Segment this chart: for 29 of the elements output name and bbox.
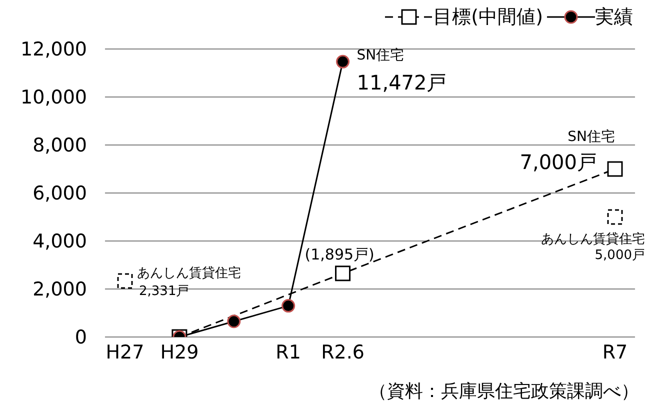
- y-tick-label: 0: [74, 326, 87, 349]
- y-tick-label: 2,000: [32, 278, 87, 301]
- annotation: 7,000戸: [520, 150, 597, 174]
- x-tick-label: H27: [106, 341, 144, 364]
- annotation: SN住宅: [568, 129, 615, 145]
- point: [607, 161, 623, 177]
- annotation: 11,472戸: [356, 70, 447, 95]
- y-tick-label: 8,000: [32, 134, 87, 157]
- y-tick-label: 10,000: [20, 86, 87, 109]
- y-tick-label: 12,000: [20, 38, 87, 61]
- legend-label: 実績: [595, 5, 633, 30]
- text: （資料：兵庫県住宅政策課調べ）: [369, 380, 639, 403]
- y-tick-label: 6,000: [32, 182, 87, 205]
- annotation: あんしん賃貸住宅: [137, 265, 241, 282]
- x-tick-label: H29: [160, 341, 199, 364]
- legend-label: 目標(中間値): [433, 5, 543, 30]
- point: [335, 266, 351, 282]
- point: [227, 314, 241, 328]
- point: [336, 54, 350, 68]
- x-tick-label: R7: [602, 341, 628, 364]
- x-tick-label: R2.6: [321, 341, 364, 364]
- point: [282, 299, 296, 313]
- annotation: あんしん賃貸住宅: [541, 231, 645, 247]
- y-tick-label: 4,000: [32, 230, 87, 253]
- annotation: (1,895戸): [304, 245, 374, 264]
- annotation: SN住宅: [356, 48, 404, 64]
- x-tick-label: R1: [276, 341, 301, 364]
- annotation: 5,000戸: [594, 248, 645, 263]
- annotation: 2,331戸: [139, 284, 190, 300]
